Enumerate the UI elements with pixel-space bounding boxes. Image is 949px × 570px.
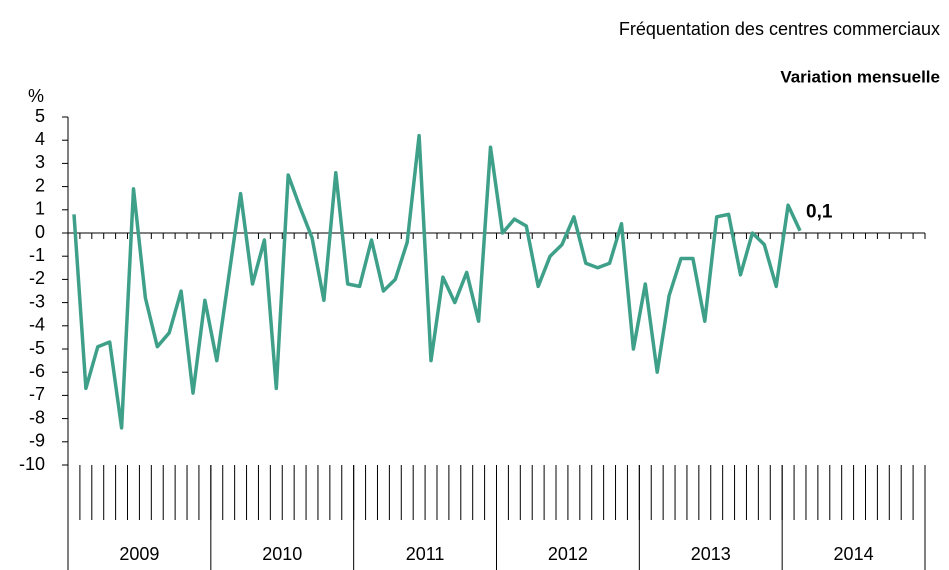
series-line	[72, 133, 802, 430]
y-tick-label: -4	[29, 315, 45, 335]
chart-title: Fréquentation des centres commerciaux	[619, 19, 940, 39]
y-tick-label: 4	[35, 129, 45, 149]
y-tick-label: 3	[35, 152, 45, 172]
y-tick-label: 2	[35, 175, 45, 195]
y-tick-label: -9	[29, 431, 45, 451]
data-label: 0,1	[806, 202, 833, 223]
year-label: 2009	[119, 544, 159, 564]
y-tick-label: 1	[35, 199, 45, 219]
year-label: 2011	[406, 544, 445, 564]
y-tick-label: -7	[29, 384, 45, 404]
y-tick-label: 5	[35, 106, 45, 126]
year-label: 2010	[262, 544, 302, 564]
y-tick-label: -8	[29, 407, 45, 427]
y-axis-label: %	[28, 86, 44, 106]
y-tick-label: -6	[29, 361, 45, 381]
y-tick-label: -1	[29, 245, 45, 265]
y-tick-label: -2	[29, 268, 45, 288]
y-tick-label: 0	[35, 222, 45, 242]
year-label: 2012	[548, 544, 588, 564]
year-label: 2014	[834, 544, 874, 564]
year-label: 2013	[691, 544, 731, 564]
chart-subtitle: Variation mensuelle	[780, 67, 940, 86]
y-tick-label: -5	[29, 338, 45, 358]
y-tick-label: -10	[19, 454, 45, 474]
y-tick-label: -3	[29, 291, 45, 311]
